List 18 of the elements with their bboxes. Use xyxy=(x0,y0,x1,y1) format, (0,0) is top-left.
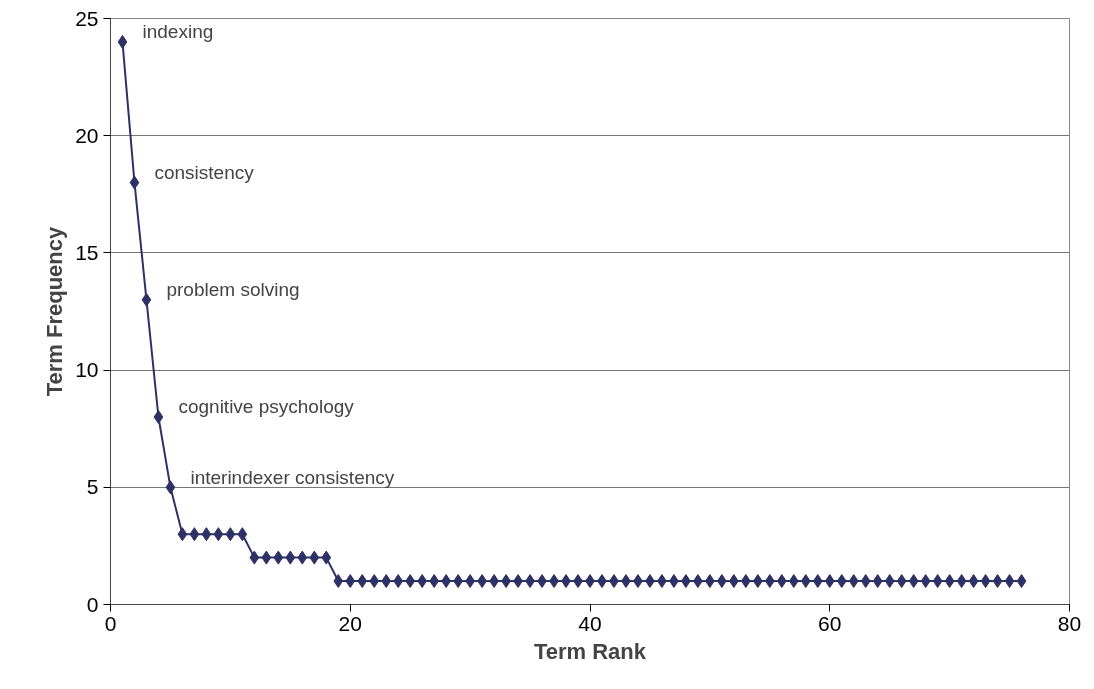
y-tick-label: 15 xyxy=(75,240,99,264)
x-tick-label: 20 xyxy=(338,611,362,635)
annotation: cognitive psychology xyxy=(178,396,355,418)
y-tick-label: 0 xyxy=(86,592,99,616)
annotation: consistency xyxy=(154,162,255,184)
y-tick-label: 20 xyxy=(75,123,99,147)
annotation: indexing xyxy=(142,21,214,43)
annotation: interindexer consistency xyxy=(190,466,395,488)
x-axis-title: Term Rank xyxy=(533,638,647,664)
y-axis-title: Term Frequency xyxy=(42,225,68,397)
x-tick-label: 80 xyxy=(1057,611,1082,635)
y-tick-label: 25 xyxy=(75,6,99,30)
y-tick-label: 5 xyxy=(86,475,99,499)
x-tick-label: 0 xyxy=(104,611,117,635)
x-tick-label: 60 xyxy=(818,611,842,635)
annotation: problem solving xyxy=(166,279,300,301)
x-tick-label: 40 xyxy=(578,611,602,635)
y-tick-label: 10 xyxy=(75,358,99,382)
